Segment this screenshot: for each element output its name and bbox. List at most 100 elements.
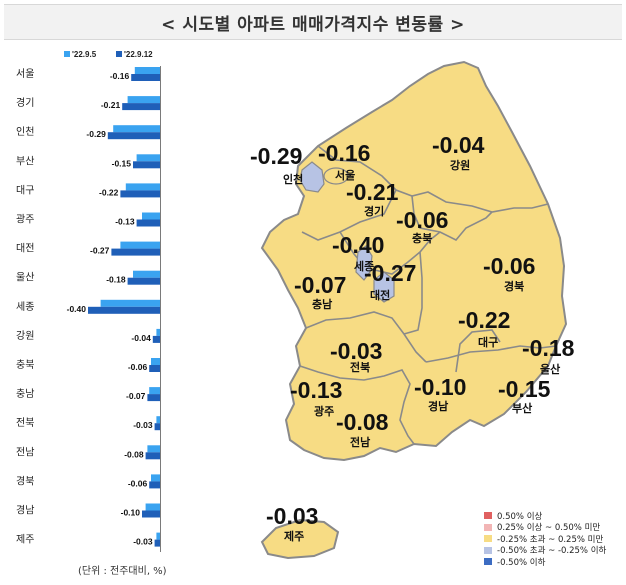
- data-label: -0.03: [133, 537, 153, 547]
- map-value-daejeon: -0.27: [364, 260, 416, 286]
- category-label: 제주: [16, 534, 34, 546]
- seoul-region: [323, 167, 349, 185]
- map-value-chungnam: -0.07: [294, 272, 346, 298]
- bar-1: [149, 481, 160, 489]
- bar-1: [127, 277, 160, 285]
- map-label-daegu: 대구: [478, 335, 498, 349]
- bar-0: [120, 241, 160, 249]
- legend-label: 0.50% 이상: [497, 511, 543, 522]
- bar-1: [154, 423, 160, 431]
- bar-1: [111, 248, 160, 256]
- map-value-jeju: -0.03: [266, 503, 318, 529]
- category-label: 광주: [16, 214, 34, 226]
- map-label-seoul: 서울: [335, 168, 355, 182]
- data-label: -0.04: [131, 333, 151, 343]
- data-label: -0.10: [121, 508, 141, 518]
- bar-1: [88, 306, 160, 314]
- category-label: 대전: [16, 243, 34, 255]
- map-value-jeonbuk: -0.03: [330, 338, 382, 364]
- map-label-chungbuk: 충북: [412, 231, 432, 245]
- legend-swatch-0: [484, 512, 492, 520]
- unit-note: (단위 : 전주대비, %): [78, 566, 167, 577]
- legend-swatch-4: [484, 558, 492, 566]
- legend-swatch-3: [484, 546, 492, 554]
- map-value-sejong: -0.40: [332, 232, 384, 258]
- map-label-incheon: 인천: [283, 172, 303, 186]
- data-label: -0.06: [128, 362, 148, 372]
- daejeon-region: [373, 271, 395, 303]
- map-legend-item: 0.25% 이상 ~ 0.50% 미만: [484, 522, 606, 533]
- bar-1: [152, 335, 160, 343]
- legend-label: -0.50% 이하: [497, 557, 546, 568]
- map-legend-item: 0.50% 이상: [484, 510, 606, 522]
- bar-0: [149, 387, 160, 395]
- bar-0: [145, 503, 160, 511]
- data-label: -0.07: [126, 391, 146, 401]
- category-label: 인천: [16, 126, 34, 138]
- bar-0: [142, 212, 160, 220]
- map-label-jeonnam: 전남: [350, 435, 370, 449]
- chart-title: < 시도별 아파트 매매가격지수 변동률 >: [161, 14, 465, 35]
- map-value-jeonnam: -0.08: [336, 409, 389, 435]
- category-label: 강원: [16, 330, 34, 342]
- bar-0: [151, 358, 160, 365]
- data-label: -0.21: [101, 100, 121, 110]
- map-value-gyeonggi: -0.21: [346, 179, 399, 205]
- bar-0: [147, 445, 160, 453]
- bar-1: [149, 365, 160, 372]
- data-label: -0.15: [112, 158, 132, 168]
- category-label: 경기: [16, 96, 34, 109]
- bar-1: [107, 132, 160, 140]
- region-boundaries: [299, 145, 557, 445]
- bar-1: [154, 539, 160, 547]
- bar-0: [136, 154, 160, 162]
- legend-label: -0.25% 초과 ~ 0.25% 미만: [497, 534, 604, 545]
- category-label: 세종: [16, 301, 34, 313]
- map-label-gwangju: 광주: [314, 405, 334, 418]
- bar-0: [133, 270, 160, 278]
- bar-0: [156, 328, 160, 336]
- bar-1: [136, 219, 160, 227]
- category-label: 충남: [16, 388, 34, 400]
- legend-swatch-2: [484, 535, 492, 543]
- map-value-gyeongbuk: -0.06: [483, 253, 535, 279]
- map-label-gangwon: 강원: [450, 158, 470, 172]
- map-regions: [260, 60, 568, 560]
- map-value-gangwon: -0.04: [432, 132, 485, 158]
- legend-swatch: [64, 51, 70, 57]
- category-label: 대구: [16, 184, 34, 196]
- bar-0: [156, 416, 160, 424]
- bar-0: [100, 299, 160, 307]
- legend-label: '22.9.5: [72, 50, 97, 59]
- legend-label: -0.50% 초과 ~ -0.25% 이하: [497, 546, 607, 557]
- mainland-shape: [260, 60, 568, 462]
- map-legend-item: -0.50% 이하: [484, 556, 606, 568]
- bar-1: [131, 74, 160, 81]
- map-label-jeju: 제주: [284, 529, 304, 543]
- map-label-sejong: 세종: [354, 259, 374, 273]
- data-label: -0.29: [86, 129, 106, 139]
- data-label: -0.13: [115, 217, 135, 227]
- map-value-seoul: -0.16: [318, 140, 370, 166]
- sejong-region: [355, 245, 373, 281]
- bar-chart: '22.9.5 '22.9.12 서울 -0.16 경기 -0.21 인천 -0.29 부산 -0…: [16, 50, 161, 552]
- map-label-daejeon: 대전: [370, 288, 390, 302]
- bar-1: [133, 161, 160, 169]
- map-legend-item: -0.50% 초과 ~ -0.25% 이하: [484, 545, 607, 557]
- map-value-ulsan: -0.18: [522, 335, 575, 361]
- bar-0: [127, 96, 160, 104]
- category-label: 전북: [16, 417, 34, 429]
- map-value-incheon: -0.29: [250, 143, 302, 169]
- legend-swatch-1: [484, 523, 492, 531]
- map-value-busan: -0.15: [498, 376, 551, 402]
- incheon-region: [299, 161, 325, 193]
- map-legend-item: -0.25% 초과 ~ 0.25% 미만: [484, 533, 606, 545]
- jeju-shape: [260, 518, 340, 560]
- category-label: 충북: [16, 359, 34, 371]
- map-label-jeonbuk: 전북: [350, 360, 370, 374]
- map-value-gyeongnam: -0.10: [414, 374, 466, 400]
- data-label: -0.03: [133, 420, 153, 430]
- map-value-gwangju: -0.13: [290, 377, 342, 403]
- map-label-busan: 부산: [512, 401, 532, 415]
